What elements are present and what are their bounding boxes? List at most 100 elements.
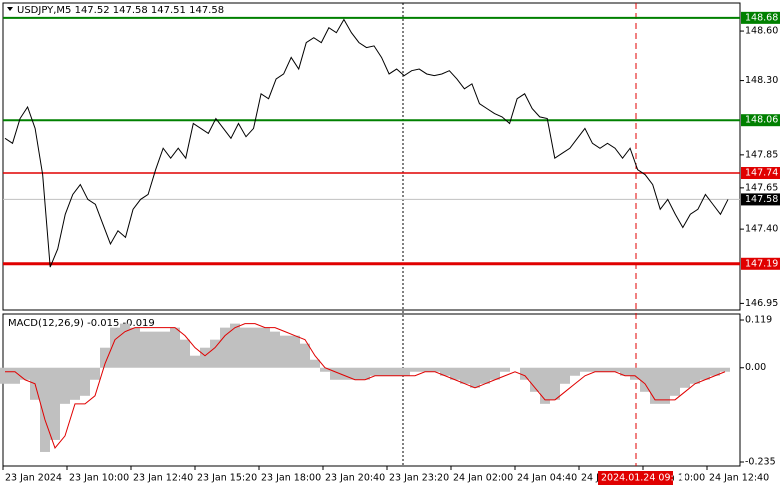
macd-panel (2, 313, 741, 467)
histogram-bar (210, 339, 220, 368)
price-tag (741, 11, 780, 24)
price-tag (741, 114, 780, 127)
price-panel (2, 2, 741, 311)
signal-line (5, 323, 726, 449)
histogram-bar (190, 355, 200, 368)
histogram-bar (660, 367, 670, 404)
y-tick-label: -0.235 (745, 456, 776, 467)
histogram-bar (10, 367, 20, 384)
x-tick-label: 24 Jan 12:40 (709, 473, 769, 484)
y-tick-label: 147.85 (745, 149, 778, 160)
price-tag-label: 147.74 (745, 168, 778, 179)
histogram-bar (160, 331, 170, 368)
y-tick-label: 147.65 (745, 182, 778, 193)
x-tick-label: 24 Jan 04:40 (517, 473, 577, 484)
histogram-bar (430, 367, 440, 372)
histogram-bar (290, 335, 300, 368)
histogram-bar (70, 367, 80, 400)
price-tag-label: 148.06 (745, 115, 778, 126)
histogram-bar (610, 367, 620, 372)
price-tag (741, 193, 780, 206)
histogram-bar (490, 367, 500, 380)
histogram-bar (710, 367, 720, 376)
x-tick-label: 24 Jan 10:00 (645, 473, 705, 484)
histogram-bar (150, 331, 160, 368)
histogram-bar (390, 367, 400, 376)
histogram-bar (450, 367, 460, 380)
histogram-bar (60, 367, 70, 404)
histogram-bar (590, 367, 600, 372)
histogram-bar (470, 367, 480, 388)
histogram-bar (460, 367, 470, 384)
histogram-bar (130, 327, 140, 368)
histogram-bar (690, 367, 700, 384)
histogram-bar (650, 367, 660, 404)
y-tick-label: 0.119 (745, 315, 772, 326)
histogram-bar (140, 331, 150, 368)
chart-title: USDJPY,M5 147.52 147.58 147.51 147.58 (17, 5, 224, 16)
histogram-bar (420, 367, 430, 372)
price-line (4, 18, 729, 268)
histogram-bar (90, 367, 100, 380)
histogram-bar (330, 367, 340, 380)
x-tick-label: 23 Jan 2024 (5, 473, 62, 484)
histogram-bar (720, 367, 730, 372)
collapse-icon (7, 7, 13, 11)
x-tick-label: 23 Jan 10:00 (69, 473, 129, 484)
histogram-bar (280, 335, 290, 368)
histogram-bar (200, 347, 210, 368)
histogram-bar (120, 323, 130, 368)
histogram-bar (560, 367, 570, 384)
histogram-bar (480, 367, 490, 384)
histogram-bar (270, 331, 280, 368)
histogram-bar (260, 327, 270, 368)
x-tick-label: 23 Jan 15:20 (197, 473, 257, 484)
y-tick-label: 148.30 (745, 75, 778, 86)
histogram-bar (110, 327, 120, 368)
histogram-bar (630, 367, 640, 380)
price-tag (741, 167, 780, 180)
histogram-bar (300, 343, 310, 368)
histogram-bar (580, 367, 590, 372)
histogram-bar (500, 367, 510, 372)
histogram-bar (570, 367, 580, 376)
y-tick-label: 148.60 (745, 26, 778, 37)
x-tick-label: 24 Jan 02:00 (453, 473, 513, 484)
x-tick-label: 23 Jan 23:20 (389, 473, 449, 484)
y-tick-label: 0.00 (745, 362, 766, 373)
histogram-bar (310, 359, 320, 368)
histogram-bar (230, 323, 240, 368)
histogram-bar (670, 367, 680, 396)
histogram-bar (440, 367, 450, 376)
histogram-bar (180, 339, 190, 368)
y-tick-label: 147.40 (745, 224, 778, 235)
histogram-bar (350, 367, 360, 380)
histogram-bar (530, 367, 540, 392)
price-tag-label: 148.68 (745, 12, 778, 23)
histogram-bar (520, 367, 530, 380)
histogram-bar (640, 367, 650, 392)
histogram-bar (700, 367, 710, 380)
histogram-bar (600, 367, 610, 372)
histogram-bar (240, 327, 250, 368)
histogram-bar (360, 367, 370, 380)
histogram-bar (680, 367, 690, 388)
y-tick-label: 146.95 (745, 298, 778, 309)
histogram-bar (340, 367, 350, 380)
price-tag (741, 257, 780, 270)
cursor-time-label: 2024.01.24 09:40 (601, 473, 686, 484)
histogram-bar (410, 367, 420, 372)
histogram-bar (50, 367, 60, 440)
histogram-bar (620, 367, 630, 376)
histogram-bar (250, 327, 260, 368)
price-tag-label: 147.19 (745, 258, 778, 269)
x-tick-label: 23 Jan 12:40 (133, 473, 193, 484)
cursor-time-box (598, 471, 673, 485)
histogram-bar (550, 367, 560, 400)
price-tag-label: 147.58 (745, 194, 778, 205)
histogram-bar (370, 367, 380, 376)
histogram-bar (0, 367, 10, 384)
histogram-bar (100, 347, 110, 368)
histogram-bar (20, 367, 30, 380)
